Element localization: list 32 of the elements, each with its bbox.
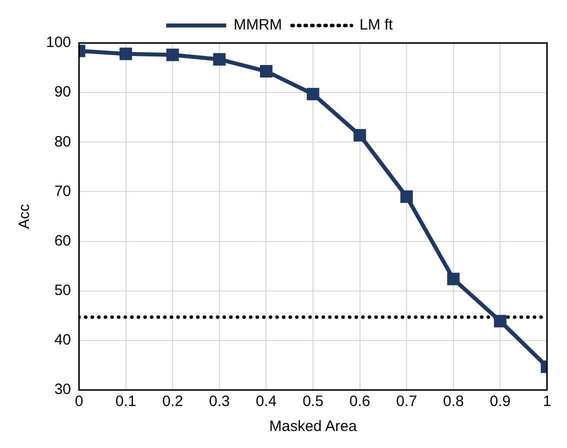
legend-label: LM ft <box>359 16 394 34</box>
y-tick-label: 80 <box>54 133 72 150</box>
point <box>354 128 366 142</box>
x-tick-label: 0.1 <box>115 393 136 410</box>
y-axis-title: Acc <box>16 204 34 230</box>
y-tick-label: 50 <box>54 282 72 299</box>
point <box>213 53 226 66</box>
x-tick-label: 0 <box>74 393 84 410</box>
point <box>166 48 179 62</box>
y-tick-label: 90 <box>54 84 72 101</box>
x-tick-label: 0.7 <box>396 393 418 410</box>
x-tick-label: 1 <box>542 393 552 410</box>
point <box>400 190 413 203</box>
y-tick-label: 100 <box>46 34 72 52</box>
y-tick-label: 40 <box>54 332 72 349</box>
y-tick-label: 70 <box>54 182 72 200</box>
y-tick-label: 30 <box>54 381 72 398</box>
y-tick-label: 60 <box>54 232 72 250</box>
x-tick-label: 0.4 <box>256 393 277 410</box>
x-tick-label: 0.3 <box>208 393 230 410</box>
point <box>447 272 460 286</box>
x-tick-label: 0.6 <box>349 393 370 410</box>
point <box>494 314 506 328</box>
x-tick-label: 0.5 <box>302 393 324 410</box>
x-axis-title: Masked Area <box>269 418 358 436</box>
legend-label: MMRM <box>234 16 282 34</box>
x-tick-label: 0.9 <box>490 393 511 410</box>
x-tick-label: 0.2 <box>162 393 184 410</box>
point <box>120 48 132 60</box>
point <box>306 88 320 100</box>
x-tick-label: 0.8 <box>442 393 464 410</box>
point <box>260 65 272 78</box>
